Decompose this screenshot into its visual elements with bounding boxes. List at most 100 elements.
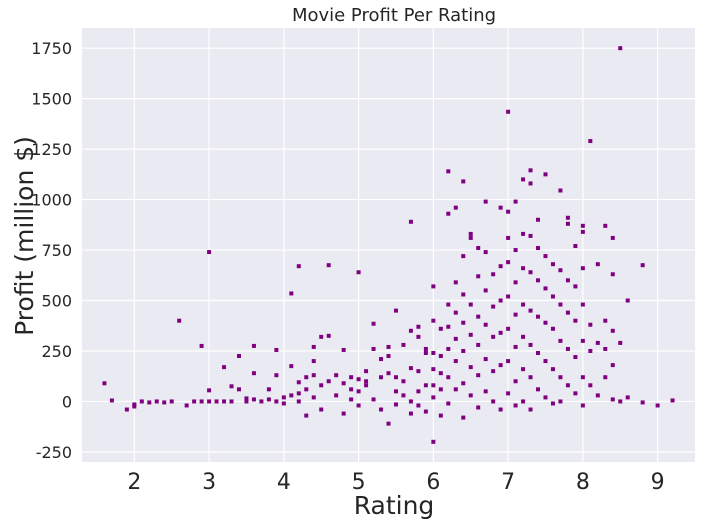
data-point — [468, 332, 473, 337]
data-point — [513, 248, 518, 253]
data-point — [453, 359, 458, 364]
data-point — [625, 298, 630, 303]
data-point — [550, 262, 555, 267]
data-point — [543, 286, 548, 291]
data-point — [506, 209, 511, 214]
data-point — [154, 399, 159, 404]
data-point — [513, 344, 518, 349]
data-point — [491, 334, 496, 339]
x-axis-label: Rating — [354, 491, 435, 520]
data-point — [565, 383, 570, 388]
data-point — [438, 371, 443, 376]
data-point — [498, 298, 503, 303]
data-point — [670, 398, 675, 403]
data-point — [431, 318, 436, 323]
data-point — [588, 139, 593, 144]
data-point — [266, 387, 271, 392]
data-point — [550, 326, 555, 331]
data-point — [199, 343, 204, 348]
data-point — [461, 381, 466, 386]
data-point — [565, 215, 570, 220]
data-point — [147, 400, 152, 405]
data-point — [229, 384, 234, 389]
data-point — [132, 402, 137, 407]
data-point — [513, 280, 518, 285]
data-point — [319, 383, 324, 388]
data-point — [296, 399, 301, 404]
x-tick-label: 8 — [576, 470, 590, 495]
data-point — [461, 415, 466, 420]
data-point — [640, 263, 645, 268]
data-point — [431, 284, 436, 289]
data-point — [319, 334, 324, 339]
data-point — [304, 375, 309, 380]
data-point — [468, 231, 473, 236]
data-point — [453, 310, 458, 315]
data-point — [536, 314, 541, 319]
data-point — [453, 336, 458, 341]
data-point — [543, 172, 548, 177]
data-point — [364, 383, 369, 388]
data-point — [289, 291, 294, 296]
x-tick-label: 5 — [352, 470, 366, 495]
data-point — [371, 346, 376, 351]
data-point — [408, 366, 413, 371]
data-point — [438, 326, 443, 331]
data-point — [326, 379, 331, 384]
data-point — [296, 264, 301, 269]
data-point — [207, 399, 212, 404]
data-point — [618, 340, 623, 345]
data-point — [528, 407, 533, 412]
data-point — [580, 223, 585, 228]
data-point — [536, 217, 541, 222]
data-point — [468, 235, 473, 240]
data-point — [259, 399, 264, 404]
data-point — [513, 379, 518, 384]
data-point — [610, 328, 615, 333]
data-point — [169, 399, 174, 404]
data-point — [491, 272, 496, 277]
data-points — [102, 46, 675, 444]
data-point — [506, 235, 511, 240]
data-point — [610, 397, 615, 402]
data-point — [483, 199, 488, 204]
data-point — [416, 324, 421, 329]
data-point — [431, 367, 436, 372]
data-point — [536, 350, 541, 355]
data-point — [266, 397, 271, 402]
data-point — [109, 398, 114, 403]
data-point — [326, 263, 331, 268]
data-point — [528, 181, 533, 186]
data-point — [588, 348, 593, 353]
data-point — [386, 421, 391, 426]
data-point — [416, 369, 421, 374]
data-point — [580, 266, 585, 271]
data-point — [506, 359, 511, 364]
data-point — [274, 399, 279, 404]
data-point — [521, 266, 526, 271]
data-point — [401, 393, 406, 398]
data-point — [408, 411, 413, 416]
data-point — [498, 205, 503, 210]
data-point — [521, 231, 526, 236]
data-point — [393, 389, 398, 394]
data-point — [431, 383, 436, 388]
y-tick-label: 1000 — [31, 191, 72, 210]
data-point — [573, 391, 578, 396]
data-point — [461, 320, 466, 325]
data-point — [431, 395, 436, 400]
data-point — [207, 388, 212, 393]
data-point — [281, 401, 286, 406]
data-point — [229, 399, 234, 404]
data-point — [528, 308, 533, 313]
data-point — [565, 346, 570, 351]
data-point — [580, 403, 585, 408]
data-point — [177, 318, 182, 323]
data-point — [528, 233, 533, 238]
data-point — [603, 346, 608, 351]
data-point — [565, 221, 570, 226]
data-point — [536, 387, 541, 392]
data-point — [296, 391, 301, 396]
x-tick-labels: 2 3 4 5 6 7 8 9 — [127, 470, 664, 495]
data-point — [386, 354, 391, 359]
